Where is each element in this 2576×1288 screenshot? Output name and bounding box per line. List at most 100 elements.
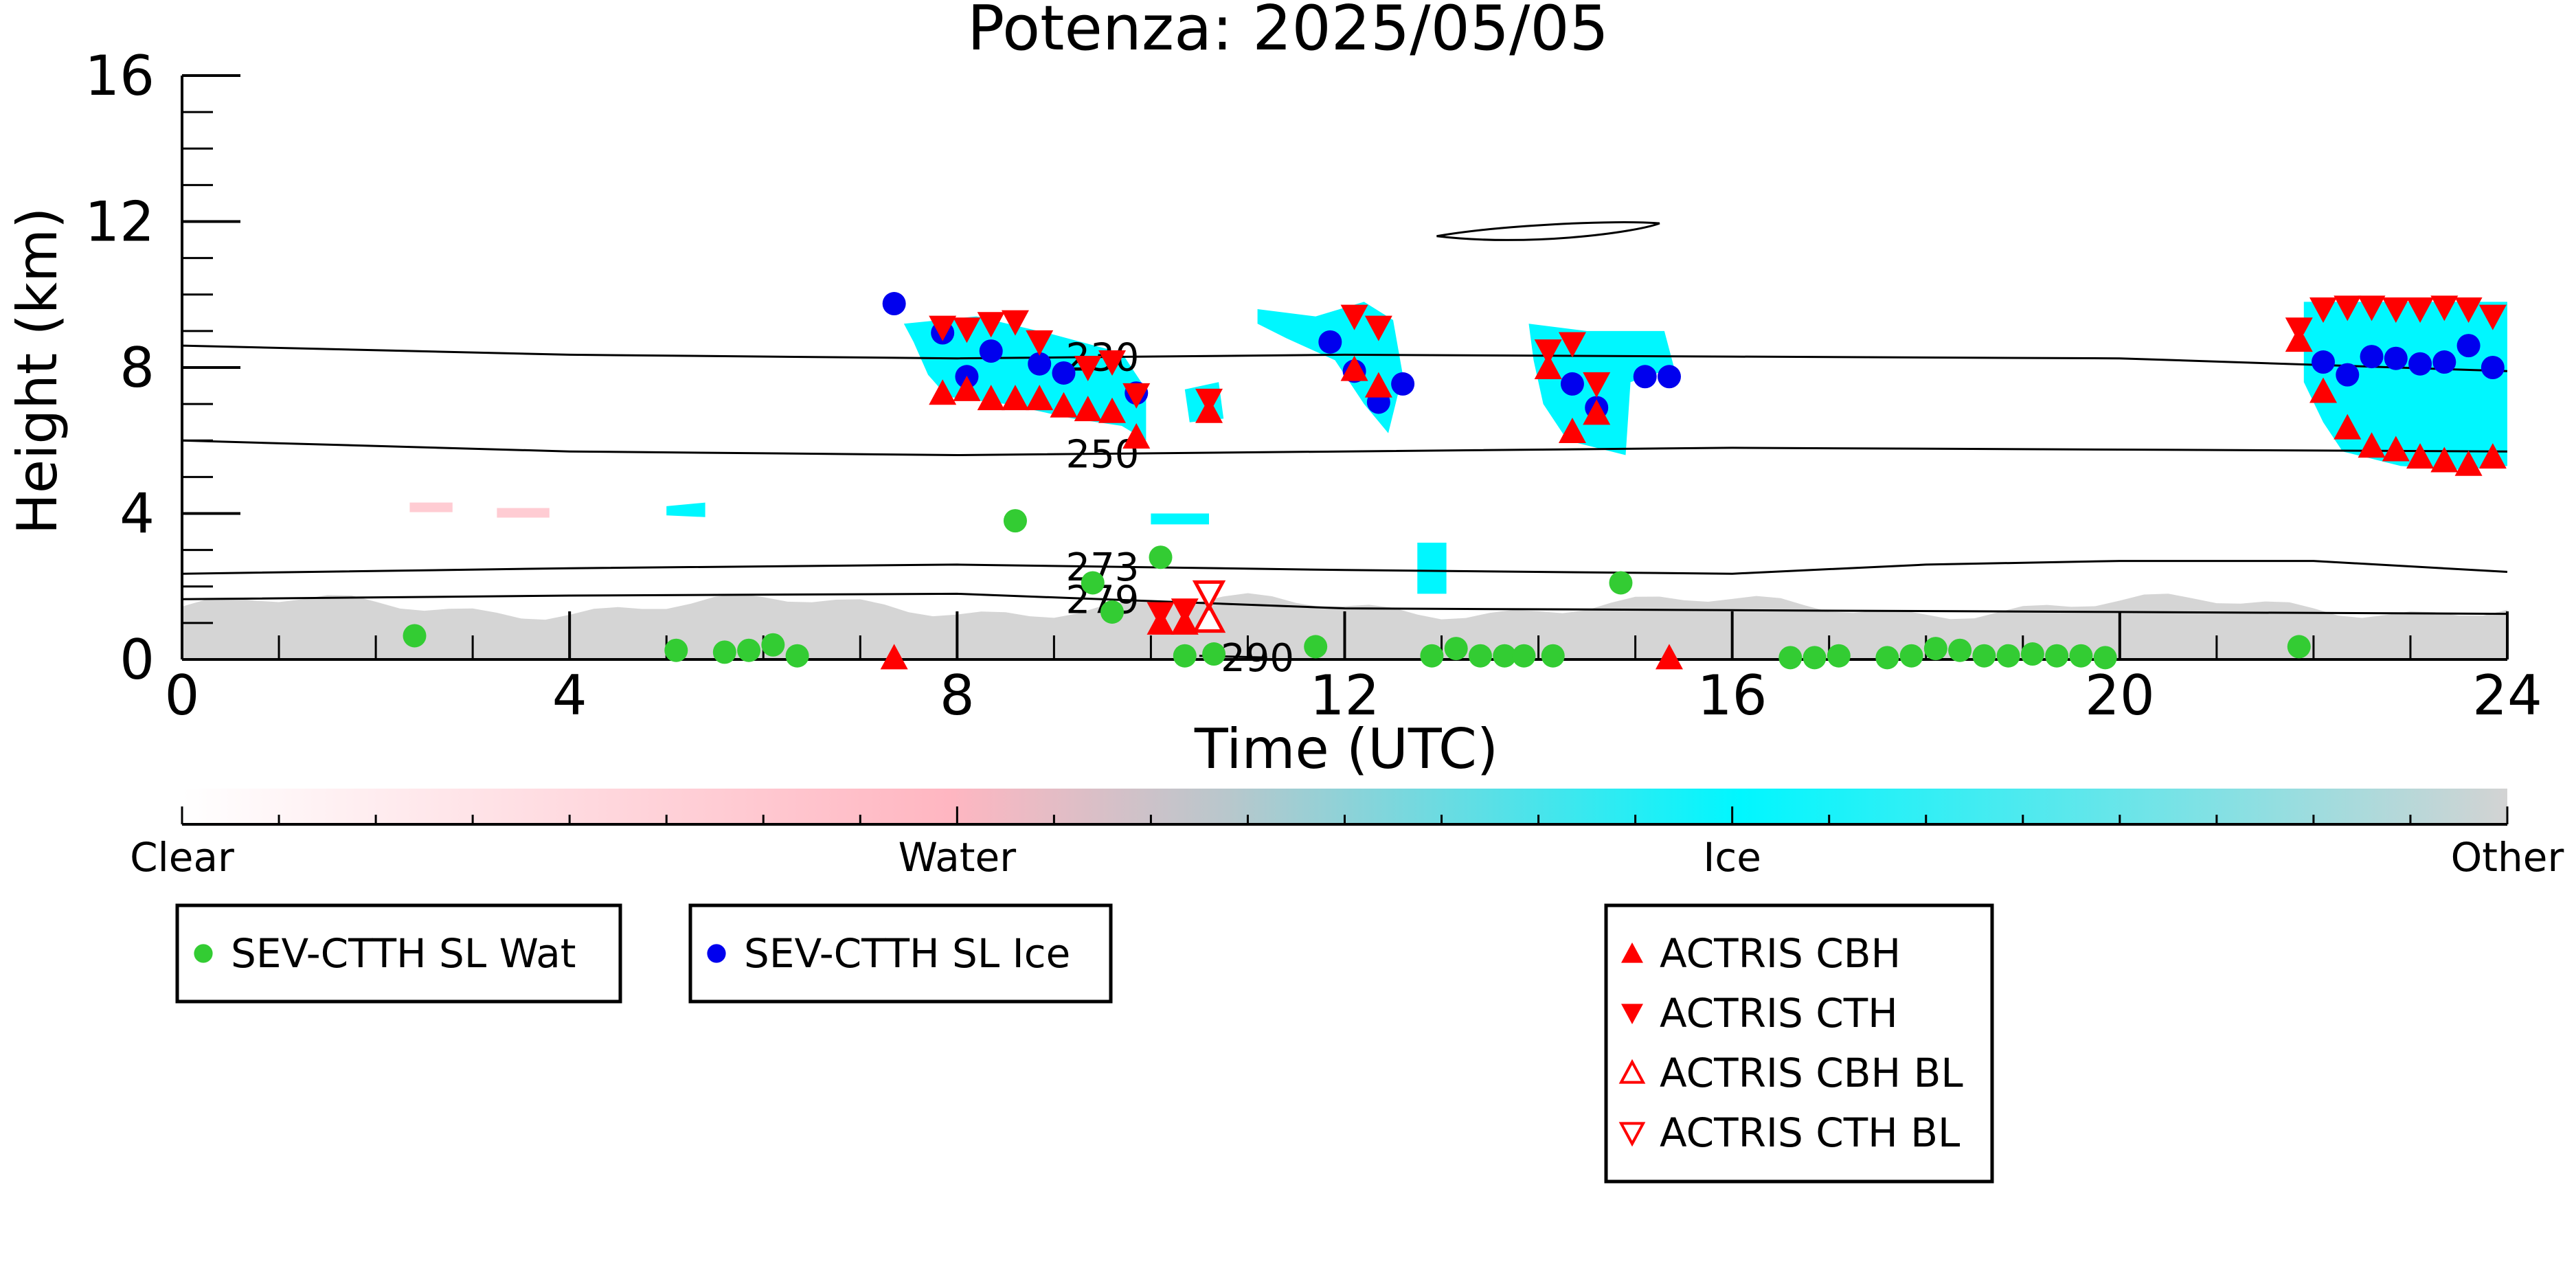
isotherm-label: 250	[1065, 433, 1139, 477]
legend-box	[688, 903, 1113, 1004]
sev-ctth-sl-wat-point	[2020, 642, 2044, 666]
isotherm-line	[181, 439, 2508, 457]
legend-marker	[1618, 1122, 1646, 1147]
actris-cbh-point	[2430, 447, 2459, 473]
actris-cbh-point	[1122, 422, 1151, 449]
x-tick-label: 16	[1697, 664, 1767, 727]
sev-ctth-sl-ice-point	[979, 339, 1003, 363]
sev-ctth-sl-wat-point	[1948, 638, 1972, 662]
sev-ctth-sl-wat-point	[403, 624, 427, 648]
sev-ctth-sl-wat-point	[761, 633, 785, 657]
sev-ctth-sl-ice-point	[2336, 363, 2360, 387]
actris-cth-point	[1558, 332, 1586, 358]
sev-ctth-sl-wat-point	[1493, 644, 1517, 668]
legend-label: ACTRIS CTH	[1660, 990, 1898, 1037]
ice-cloud-region	[1417, 543, 1447, 594]
sev-ctth-sl-wat-point	[1609, 571, 1633, 595]
actris-cth-point	[1001, 310, 1029, 336]
sev-ctth-sl-ice-point	[1391, 372, 1415, 396]
legend-box	[1604, 903, 1994, 1184]
sev-ctth-sl-ice-point	[2481, 356, 2505, 379]
legend-marker	[1621, 942, 1643, 963]
sev-ctth-sl-wat-point	[1420, 644, 1444, 668]
x-tick-label: 24	[2472, 664, 2542, 727]
actris-cth-point	[2285, 317, 2313, 343]
actris-cbh-point	[1050, 392, 1078, 418]
sev-ctth-sl-ice-point	[2456, 334, 2481, 358]
sev-ctth-sl-wat-point	[1468, 644, 1492, 668]
sev-ctth-sl-ice-point	[1052, 361, 1076, 385]
sev-ctth-sl-wat-point	[2045, 644, 2069, 668]
actris-cbh-bl-point	[1192, 602, 1226, 633]
actris-cth-point	[1146, 602, 1175, 628]
water-trace	[409, 502, 453, 512]
actris-cbh-point	[1583, 399, 1611, 425]
actris-cth-point	[2382, 297, 2410, 323]
sev-ctth-sl-ice-point	[2312, 350, 2336, 374]
isotherm-line	[181, 592, 2508, 615]
actris-cbh-point	[1558, 417, 1586, 443]
actris-cth-point	[2358, 295, 2386, 321]
x-axis-label: Time (UTC)	[1194, 717, 1498, 781]
y-tick-label: 12	[84, 190, 155, 254]
sev-ctth-sl-ice-point	[2360, 345, 2384, 369]
x-tick-label: 8	[940, 664, 975, 727]
legend-marker	[1621, 1004, 1643, 1024]
sev-ctth-sl-wat-point	[1827, 644, 1851, 668]
sev-ctth-sl-wat-point	[1541, 644, 1565, 668]
actris-cth-point	[2406, 297, 2434, 323]
sev-ctth-sl-wat-point	[664, 638, 688, 662]
x-tick-label: 12	[1310, 664, 1380, 727]
actris-cth-point	[2334, 295, 2362, 321]
ice-cloud-region	[1151, 513, 1209, 525]
sev-ctth-sl-wat-point	[785, 644, 809, 668]
colorbar-label: Ice	[1703, 834, 1761, 881]
actris-cth-point	[1364, 315, 1392, 341]
legend-label: SEV-CTTH SL Ice	[744, 930, 1070, 977]
actris-cbh-point	[2309, 377, 2338, 403]
sev-ctth-sl-wat-point	[1923, 637, 1947, 661]
legend-marker	[707, 944, 726, 963]
sev-ctth-sl-wat-point	[1899, 644, 1923, 668]
legend-box	[175, 903, 622, 1004]
x-tick-label: 4	[552, 664, 587, 727]
actris-cbh-point	[2358, 432, 2386, 458]
plot-axes: 0 4 8 12 16 0 4 8 12 16 20 24	[84, 44, 2542, 727]
actris-cbh-point	[880, 644, 908, 670]
sev-ctth-sl-wat-point	[1202, 642, 1226, 666]
legend: SEV-CTTH SL Wat SEV-CTTH SL Ice ACTRIS CBH…	[175, 903, 1994, 1184]
actris-cbh-point	[2454, 450, 2483, 476]
actris-cth-point	[1122, 383, 1151, 409]
sev-ctth-sl-ice-point	[1560, 372, 1584, 396]
sev-ctth-sl-ice-point	[882, 292, 906, 316]
colorbar-label: Clear	[130, 834, 234, 881]
y-tick-label: 8	[120, 336, 155, 400]
sev-ctth-sl-wat-point	[1875, 646, 1899, 670]
actris-cbh-point	[1098, 397, 1126, 423]
ice-cloud-region	[666, 502, 705, 517]
actris-cbh-point	[2334, 414, 2362, 440]
actris-cth-point	[953, 317, 981, 343]
sev-ctth-sl-wat-point	[1778, 646, 1803, 670]
sev-ctth-sl-wat-point	[1304, 635, 1328, 659]
y-tick-label: 0	[120, 628, 155, 692]
closed-contour	[1436, 221, 1660, 241]
sev-ctth-sl-wat-point	[1100, 600, 1124, 624]
actris-cth-bl-point	[1192, 580, 1226, 611]
actris-cth-point	[1074, 356, 1102, 381]
actris-cth-point	[977, 312, 1005, 338]
actris-cbh-point	[953, 375, 981, 401]
water-trace	[497, 508, 550, 518]
actris-cbh-point	[2382, 436, 2410, 462]
sev-ctth-sl-wat-point	[2093, 646, 2117, 670]
actris-cth-point	[1195, 388, 1223, 414]
sev-ctth-sl-ice-point	[2432, 350, 2456, 374]
colorbar-label: Water	[899, 834, 1017, 881]
actris-cbh-point	[1340, 355, 1368, 381]
legend-marker	[194, 944, 213, 963]
actris-cbh-point	[2406, 443, 2434, 469]
sev-ctth-sl-ice-point	[2408, 352, 2432, 376]
legend-label: SEV-CTTH SL Wat	[231, 930, 576, 977]
actris-cbh-point	[1026, 385, 1054, 411]
